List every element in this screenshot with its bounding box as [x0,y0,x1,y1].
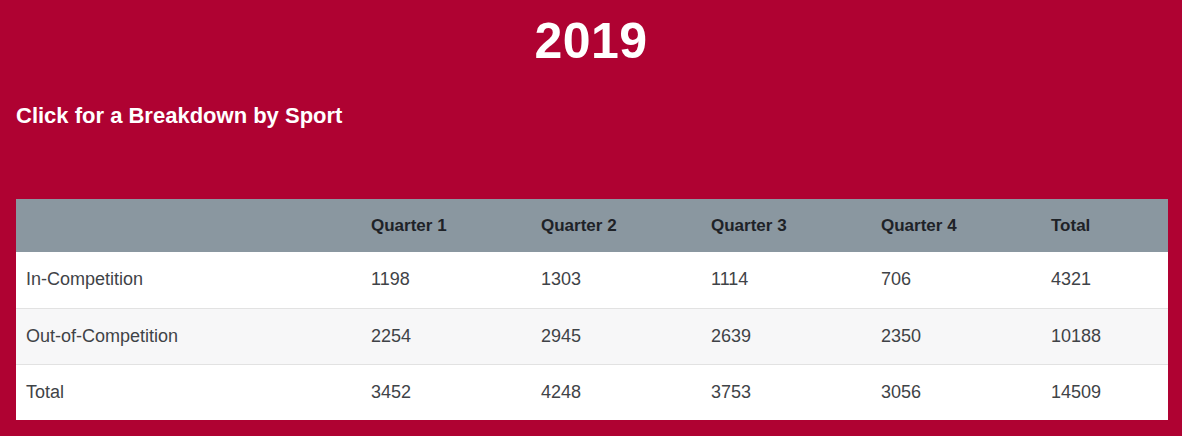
page-background: 2019 Click for a Breakdown by Sport Quar… [0,0,1182,436]
row-label: Total [16,364,361,420]
column-header-quarter-1: Quarter 1 [361,199,531,252]
breakdown-by-sport-link[interactable]: Click for a Breakdown by Sport [16,104,342,128]
table-cell: 2254 [361,308,531,364]
table-cell: 2350 [871,308,1041,364]
table-cell: 1198 [361,252,531,308]
table-row-in-competition: In-Competition 1198 1303 1114 706 4321 [16,252,1168,308]
table-cell: 2639 [701,308,871,364]
row-label: In-Competition [16,252,361,308]
row-label: Out-of-Competition [16,308,361,364]
table-cell: 2945 [531,308,701,364]
table-header-row: Quarter 1 Quarter 2 Quarter 3 Quarter 4 … [16,199,1168,252]
column-header-blank [16,199,361,252]
table-cell: 14509 [1041,364,1168,420]
table-row-total: Total 3452 4248 3753 3056 14509 [16,364,1168,420]
table-cell: 1303 [531,252,701,308]
column-header-quarter-2: Quarter 2 [531,199,701,252]
table-cell: 3452 [361,364,531,420]
table-cell: 706 [871,252,1041,308]
quarterly-testing-table: Quarter 1 Quarter 2 Quarter 3 Quarter 4 … [16,199,1168,420]
table-cell: 4248 [531,364,701,420]
quarterly-table-container: Quarter 1 Quarter 2 Quarter 3 Quarter 4 … [16,199,1168,420]
table-cell: 3753 [701,364,871,420]
column-header-quarter-4: Quarter 4 [871,199,1041,252]
column-header-quarter-3: Quarter 3 [701,199,871,252]
table-cell: 10188 [1041,308,1168,364]
table-row-out-of-competition: Out-of-Competition 2254 2945 2639 2350 1… [16,308,1168,364]
table-cell: 4321 [1041,252,1168,308]
page-title: 2019 [0,0,1182,70]
table-cell: 3056 [871,364,1041,420]
column-header-total: Total [1041,199,1168,252]
table-cell: 1114 [701,252,871,308]
